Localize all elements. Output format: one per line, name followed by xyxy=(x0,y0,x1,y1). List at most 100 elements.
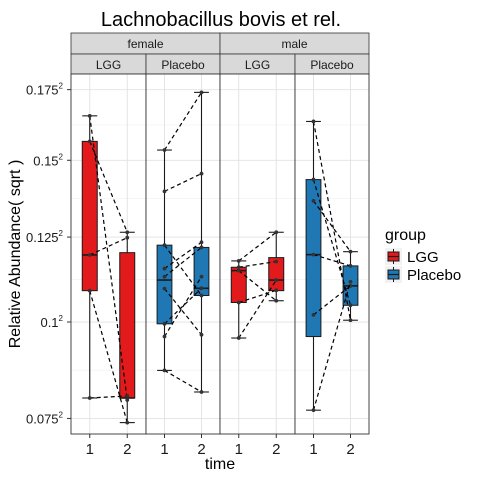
data-point xyxy=(236,259,241,263)
box-female-lgg-time-1 xyxy=(81,115,98,399)
box-female-lgg-time-2 xyxy=(119,231,136,424)
data-point xyxy=(125,235,130,240)
box-female-placebo-time-2 xyxy=(193,91,210,393)
paired-line xyxy=(238,260,277,268)
paired-line xyxy=(164,369,202,393)
data-point xyxy=(274,230,279,235)
data-point xyxy=(236,300,241,305)
data-point xyxy=(87,396,92,400)
paired-line xyxy=(89,290,128,423)
paired-line xyxy=(238,279,277,339)
x-axis: 1 2 1 2 1 2 1 2 xyxy=(86,434,355,458)
data-point xyxy=(199,274,204,279)
facet-strips: female male LGG Placebo LGG Placebo xyxy=(70,32,370,75)
panel-female-lgg xyxy=(70,73,147,435)
data-point xyxy=(274,288,279,293)
data-point xyxy=(199,293,204,298)
data-point xyxy=(311,252,316,257)
data-point xyxy=(162,368,167,373)
data-point xyxy=(311,198,316,203)
paired-line xyxy=(163,92,203,151)
data-point xyxy=(162,321,167,326)
y-tick-label: 0.12 xyxy=(40,314,63,330)
paired-line xyxy=(89,141,128,233)
x-tick-label: 1 xyxy=(235,441,243,458)
strip-male-label: male xyxy=(281,37,307,51)
data-point xyxy=(311,408,316,413)
data-point xyxy=(162,148,167,152)
box-body xyxy=(156,244,173,325)
data-point xyxy=(87,253,92,257)
data-point xyxy=(274,298,279,303)
data-point xyxy=(311,119,316,124)
data-point xyxy=(236,268,241,273)
data-point xyxy=(348,249,353,254)
x-tick-label: 2 xyxy=(123,441,131,458)
legend-label: Placebo xyxy=(407,267,461,284)
legend-item-placebo: Placebo xyxy=(385,266,461,284)
data-point xyxy=(236,265,241,270)
panel-background xyxy=(220,74,295,434)
data-point xyxy=(348,303,353,308)
data-point xyxy=(125,230,130,235)
strip-female-placebo-label: Placebo xyxy=(161,58,205,72)
data-point xyxy=(199,245,204,250)
strip-male-lgg-label: LGG xyxy=(245,58,270,72)
data-point xyxy=(236,336,241,340)
box-body xyxy=(230,266,247,303)
data-point xyxy=(199,90,204,95)
data-point xyxy=(274,278,279,282)
x-tick-label: 1 xyxy=(86,441,94,458)
data-point xyxy=(199,332,204,337)
x-tick-label: 2 xyxy=(272,441,280,458)
data-point xyxy=(125,420,130,425)
strip-male-placebo-label: Placebo xyxy=(310,58,354,72)
data-point xyxy=(162,243,167,248)
data-point xyxy=(348,279,353,284)
y-axis-title: Relative Abundance( sqrt ) xyxy=(7,160,24,349)
x-tick-label: 1 xyxy=(160,441,168,458)
data-point xyxy=(87,113,92,118)
y-tick-label: 0.1252 xyxy=(26,229,64,245)
data-point xyxy=(125,394,130,398)
data-point xyxy=(125,398,130,402)
x-tick-label: 2 xyxy=(346,441,354,458)
paired-line xyxy=(238,231,277,262)
paired-line xyxy=(164,241,202,270)
data-point xyxy=(311,177,316,182)
data-point xyxy=(162,274,167,279)
data-point xyxy=(274,259,279,264)
data-point xyxy=(162,189,167,194)
x-tick-label: 1 xyxy=(309,441,317,458)
data-point xyxy=(87,288,92,293)
paired-line xyxy=(89,395,128,399)
y-tick-label: 0.152 xyxy=(33,152,63,168)
paired-line xyxy=(313,200,351,253)
data-point xyxy=(199,171,204,176)
panel-border xyxy=(294,73,370,435)
paired-line xyxy=(312,121,352,321)
panel-male-placebo xyxy=(294,73,370,435)
y-tick-label: 0.1752 xyxy=(26,82,64,98)
strip-female-lgg-label: LGG xyxy=(96,58,121,72)
y-tick-label: 0.0752 xyxy=(26,410,64,426)
data-point xyxy=(162,266,167,271)
strip-female-label: female xyxy=(127,37,163,51)
panel-male-lgg xyxy=(219,73,296,435)
paired-line xyxy=(163,276,203,337)
panel-female-placebo xyxy=(145,73,221,435)
data-point xyxy=(199,286,204,291)
facet-panels xyxy=(70,73,370,435)
y-axis: 0.0752 0.12 0.1252 0.152 0.1752 xyxy=(26,82,71,426)
legend-title: group xyxy=(385,227,426,244)
x-axis-title: time xyxy=(205,456,235,473)
paired-line xyxy=(164,246,202,278)
x-tick-label: 2 xyxy=(197,441,205,458)
box-body xyxy=(81,140,98,292)
data-point xyxy=(162,334,167,339)
chart-title: Lachnobacillus bovis et rel. xyxy=(101,9,341,31)
data-point xyxy=(348,318,353,323)
paired-line xyxy=(312,179,352,306)
data-point xyxy=(348,264,353,268)
